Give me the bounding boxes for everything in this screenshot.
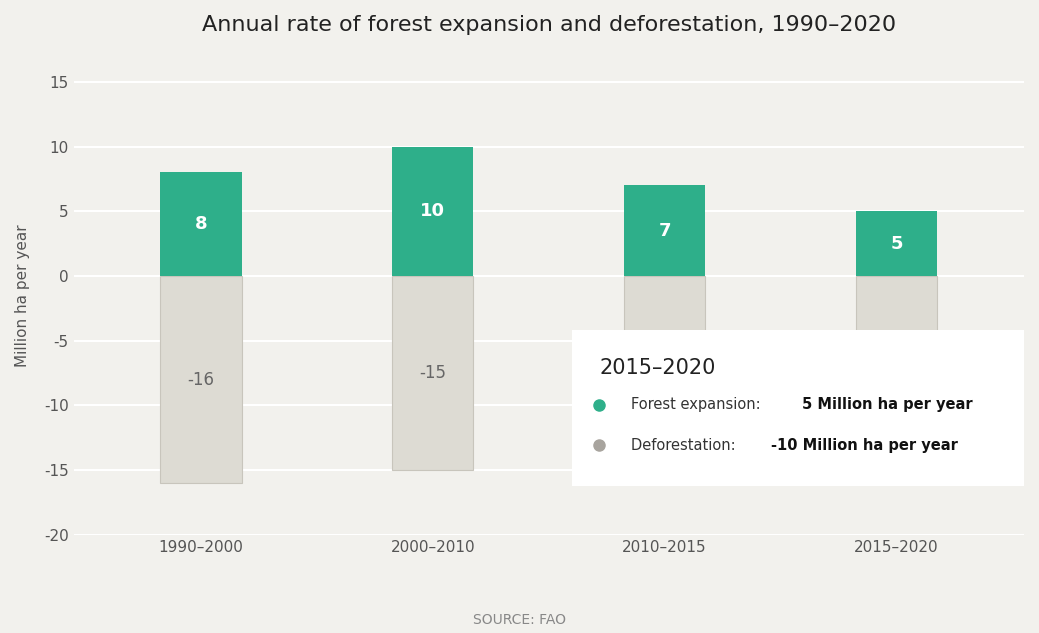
Text: -12: -12	[651, 344, 678, 363]
Y-axis label: Million ha per year: Million ha per year	[15, 224, 30, 367]
Text: 8: 8	[194, 215, 208, 233]
Text: 5: 5	[890, 235, 903, 253]
Text: SOURCE: FAO: SOURCE: FAO	[473, 613, 566, 627]
Text: -15: -15	[420, 364, 447, 382]
Bar	[393, 276, 474, 470]
Bar	[393, 147, 474, 276]
Text: -10: -10	[883, 332, 910, 349]
Text: -10 Million ha per year: -10 Million ha per year	[771, 438, 958, 453]
Text: -16: -16	[187, 370, 214, 389]
Text: 10: 10	[421, 203, 446, 220]
Text: 5 Million ha per year: 5 Million ha per year	[802, 398, 974, 413]
Text: Deforestation:: Deforestation:	[631, 438, 740, 453]
Text: Forest expansion:: Forest expansion:	[631, 398, 765, 413]
Bar	[160, 172, 242, 276]
Bar	[856, 211, 937, 276]
Bar	[624, 276, 705, 431]
Bar	[624, 185, 705, 276]
Text: 7: 7	[659, 222, 671, 240]
Title: Annual rate of forest expansion and deforestation, 1990–2020: Annual rate of forest expansion and defo…	[202, 15, 896, 35]
Text: 2015–2020: 2015–2020	[600, 358, 716, 379]
Legend: Forest Expansion, Deforestation: Forest Expansion, Deforestation	[356, 629, 741, 633]
Bar	[856, 276, 937, 405]
Bar	[160, 276, 242, 483]
